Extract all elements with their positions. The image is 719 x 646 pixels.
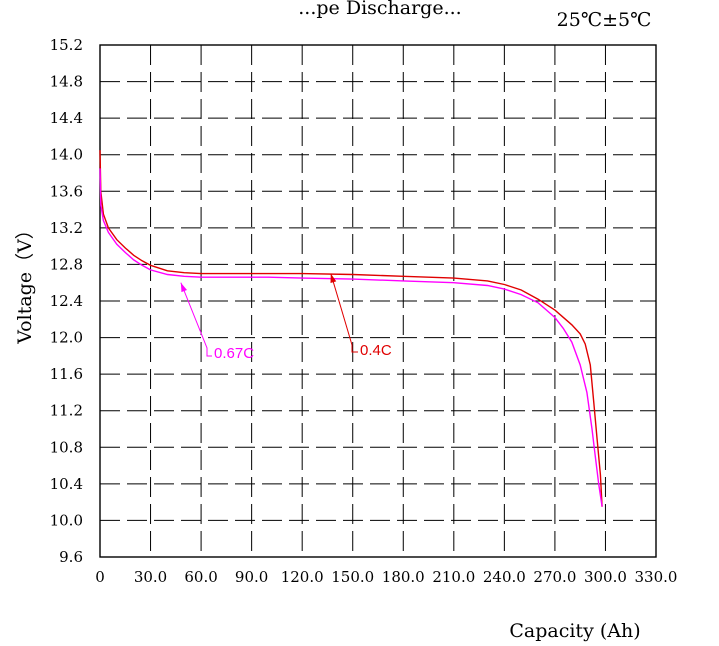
y-tick-label: 13.6 [50,182,83,200]
plot-frame [99,44,657,558]
annotation-arrowhead [180,282,188,293]
series-lines [99,150,603,507]
y-tick-label: 13.2 [50,219,83,237]
x-tick-label: 0 [95,568,105,586]
y-tick-label: 11.6 [50,365,83,383]
y-axis-ticks: 9.6 10.0 10.4 10.8 11.2 11.6 12.0 12.4 12.8 13.2 1… [50,36,83,566]
x-tick-label: 30.0 [134,568,167,586]
annotation-label: 0.4C [360,342,392,359]
annotation-leader [330,273,358,353]
annotation-label: 0.67C [214,345,254,362]
x-tick-label: 90.0 [235,568,268,586]
y-tick-label: 15.2 [50,36,83,54]
x-tick-label: 210.0 [432,568,475,586]
y-tick-label: 14.8 [50,73,83,91]
y-tick-label: 11.2 [50,402,83,420]
x-tick-label: 120.0 [281,568,324,586]
title-area: ...pe Discharge... 25℃±5℃ [298,0,651,31]
x-axis-ticks: 0 30.0 60.0 90.0 120.0 150.0 180.0 210.0 240.0 27… [95,568,677,586]
x-axis-label: Capacity (Ah) [509,620,640,642]
series-annotations: 0.67C 0.4C [180,273,392,362]
y-tick-label: 9.6 [59,548,83,566]
x-tick-label: 180.0 [382,568,425,586]
x-tick-label: 330.0 [635,568,678,586]
y-tick-label: 14.0 [50,146,83,164]
y-tick-label: 14.4 [50,109,83,127]
x-tick-label: 60.0 [184,568,217,586]
grid-lines [100,45,656,557]
x-tick-label: 240.0 [483,568,526,586]
series-line-0.4C [99,150,603,507]
y-tick-label: 12.4 [50,292,83,310]
annotation-leader [180,282,212,357]
x-tick-label: 270.0 [533,568,576,586]
annotation-0.67C: 0.67C [180,282,254,362]
y-tick-label: 12.0 [50,329,83,347]
condition-label: 25℃±5℃ [557,9,652,31]
x-tick-label: 150.0 [331,568,374,586]
x-tick-label: 300.0 [584,568,627,586]
chart-title: ...pe Discharge... [298,0,461,19]
series-line-0.67C [99,168,603,507]
y-tick-label: 12.8 [50,255,83,273]
y-tick-label: 10.4 [50,475,83,493]
annotation-arrowhead [330,273,337,284]
y-tick-label: 10.0 [50,511,83,529]
annotation-0.4C: 0.4C [330,273,392,359]
y-axis-label: Voltage（V） [14,220,36,345]
y-tick-label: 10.8 [50,438,83,456]
